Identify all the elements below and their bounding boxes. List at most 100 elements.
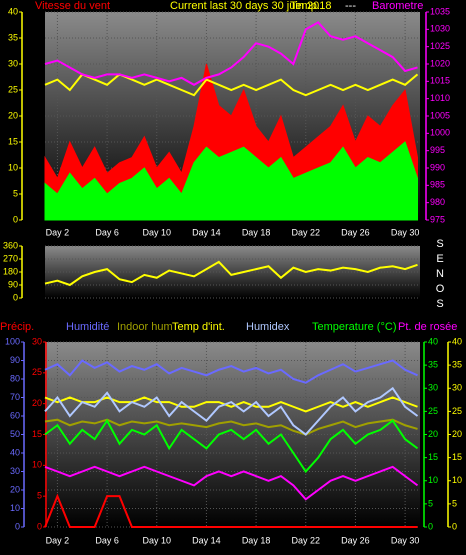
legend-label: Barometre: [372, 0, 423, 12]
y-tick-label: 90: [10, 355, 20, 365]
line: [44, 418, 419, 474]
line: [44, 386, 419, 436]
x-tick-label: Day 10: [142, 535, 171, 545]
y-tick-label: 270: [3, 253, 18, 263]
y-tick-label: 15: [32, 429, 42, 439]
y-tick-label: 100: [5, 336, 20, 346]
line: [44, 21, 418, 86]
y-tick-label: 20: [8, 110, 18, 120]
x-tick-label: Day 10: [142, 227, 171, 237]
x-tick-label: Day 6: [95, 227, 119, 237]
line: [44, 396, 418, 413]
y-tick-label: 0: [37, 521, 42, 531]
y-tick-label: 25: [8, 84, 18, 94]
y-tick-label: 995: [430, 145, 445, 155]
y-tick-label: 10: [32, 460, 42, 470]
x-tick-label: Day 26: [341, 535, 370, 545]
x-tick-label: Day 2: [46, 535, 70, 545]
chart-title: Current last 30 days 30 juin 2018: [170, 0, 331, 12]
legend-label: Humidité: [66, 321, 109, 333]
line: [44, 493, 418, 528]
y-tick-label: 70: [10, 392, 20, 402]
legend-label: Humidex: [246, 321, 290, 333]
compass-label: N: [436, 268, 444, 280]
y-tick-label: 980: [430, 197, 445, 207]
y-tick-label: 15: [452, 452, 462, 462]
y-tick-label: 5: [13, 188, 18, 198]
y-tick-label: 5: [452, 498, 457, 508]
y-tick-label: 10: [428, 475, 438, 485]
y-tick-label: 35: [8, 32, 18, 42]
x-tick-label: Day 22: [291, 535, 320, 545]
y-tick-label: 180: [3, 266, 18, 276]
y-tick-label: 0: [428, 521, 433, 531]
y-tick-label: 1015: [430, 76, 450, 86]
x-tick-label: Day 22: [291, 227, 320, 237]
y-tick-label: 40: [8, 6, 18, 16]
legend-label: Vitesse du vent: [35, 0, 110, 12]
y-tick-label: 20: [32, 398, 42, 408]
y-tick-label: 40: [10, 447, 20, 457]
y-tick-label: 30: [10, 466, 20, 476]
y-tick-label: 10: [10, 503, 20, 513]
x-tick-label: Day 30: [391, 227, 420, 237]
x-tick-label: Day 14: [192, 227, 221, 237]
y-tick-label: 975: [430, 214, 445, 224]
y-tick-label: 30: [32, 336, 42, 346]
line: [44, 359, 418, 384]
y-tick-label: 90: [8, 279, 18, 289]
y-tick-label: 30: [8, 58, 18, 68]
y-tick-label: 985: [430, 180, 445, 190]
y-tick-label: 0: [13, 214, 18, 224]
y-tick-label: 80: [10, 373, 20, 383]
x-tick-label: Day 14: [192, 535, 221, 545]
y-tick-label: 5: [428, 498, 433, 508]
legend-label: Temperature (°C): [312, 321, 396, 333]
y-tick-label: 35: [428, 360, 438, 370]
y-tick-label: 0: [13, 292, 18, 302]
y-tick-label: 40: [428, 336, 438, 346]
y-tick-label: 15: [428, 452, 438, 462]
area: [44, 141, 419, 221]
legend-label: Temp d'int.: [172, 321, 225, 333]
y-tick-label: 990: [430, 162, 445, 172]
x-tick-label: Day 18: [242, 535, 271, 545]
y-tick-label: 10: [8, 162, 18, 172]
y-tick-label: 40: [452, 336, 462, 346]
line: [44, 73, 419, 97]
y-tick-label: 1035: [430, 6, 450, 16]
y-tick-label: 25: [452, 406, 462, 416]
y-tick-label: 360: [3, 240, 18, 250]
x-tick-label: Day 30: [391, 535, 420, 545]
y-tick-label: 1030: [430, 24, 450, 34]
compass-label: S: [436, 298, 443, 310]
y-tick-label: 30: [452, 383, 462, 393]
y-tick-label: 1000: [430, 128, 450, 138]
x-tick-label: Day 6: [95, 535, 119, 545]
y-tick-label: 20: [10, 484, 20, 494]
y-tick-label: 10: [452, 475, 462, 485]
y-tick-label: 15: [8, 136, 18, 146]
y-tick-label: 35: [452, 360, 462, 370]
x-tick-label: Day 18: [242, 227, 271, 237]
y-tick-label: 25: [32, 367, 42, 377]
legend-label: Pt. de rosée: [398, 321, 457, 333]
y-tick-label: 20: [428, 429, 438, 439]
y-tick-label: 0: [15, 521, 20, 531]
y-tick-label: 20: [452, 429, 462, 439]
y-tick-label: 0: [452, 521, 457, 531]
y-tick-label: 25: [428, 406, 438, 416]
legend-label: Précip.: [0, 321, 34, 333]
y-tick-label: 1025: [430, 41, 450, 51]
y-tick-label: 5: [37, 491, 42, 501]
legend-label: Temp.: [290, 0, 320, 12]
compass-label: E: [436, 253, 443, 265]
y-tick-label: 60: [10, 410, 20, 420]
y-tick-label: 30: [428, 383, 438, 393]
line: [44, 465, 419, 501]
y-tick-label: 1020: [430, 58, 450, 68]
compass-label: S: [436, 238, 443, 250]
y-tick-label: 50: [10, 429, 20, 439]
y-tick-label: 1005: [430, 110, 450, 120]
